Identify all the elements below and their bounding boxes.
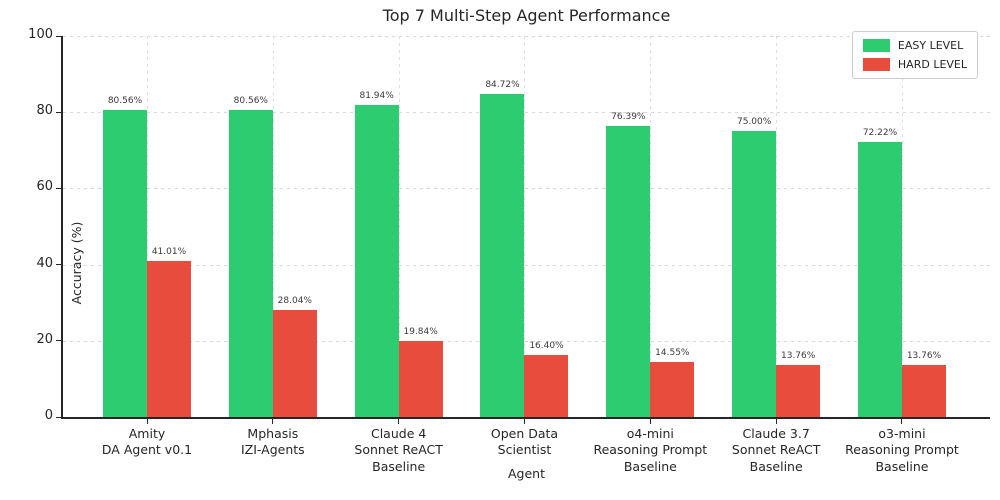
x-tick-label: o3-mini Reasoning Prompt Baseline [845, 426, 959, 474]
y-tick-label: 80 [36, 103, 53, 119]
bar-hard [272, 310, 317, 417]
bar-easy [857, 141, 902, 417]
x-tick-mark [901, 419, 903, 424]
gridline-vertical [650, 36, 652, 417]
bar-value-label: 80.56% [233, 96, 268, 107]
legend-row: EASY LEVEL [862, 39, 967, 52]
x-tick-label: Claude 3.7 Sonnet ReACT Baseline [731, 426, 821, 474]
bar-value-label: 72.22% [862, 127, 898, 138]
y-tick-mark [56, 35, 61, 37]
x-tick-mark [146, 419, 148, 424]
y-tick-mark [56, 187, 61, 189]
legend-row: HARD LEVEL [862, 58, 967, 71]
y-tick-label: 40 [36, 255, 53, 271]
bar-hard [398, 341, 443, 417]
bar-value-label: 81.94% [359, 90, 394, 101]
x-tick-label: o4-mini Reasoning Prompt Baseline [593, 426, 708, 474]
y-tick-label: 0 [44, 408, 53, 423]
bar-value-label: 80.56% [107, 96, 143, 107]
y-tick-label: 60 [36, 179, 53, 195]
x-tick-mark [775, 419, 777, 424]
bar-easy [228, 110, 273, 417]
y-tick-mark [56, 111, 61, 113]
x-tick-mark [398, 419, 400, 424]
y-tick-mark [56, 340, 61, 342]
legend-swatch-icon [862, 39, 890, 52]
bar-value-label: 19.84% [403, 327, 438, 338]
bar-value-label: 76.39% [611, 111, 646, 122]
bar-value-label: 14.55% [655, 347, 690, 358]
bar-easy [480, 94, 525, 417]
chart-title: Top 7 Multi-Step Agent Performance [382, 6, 671, 25]
legend: EASY LEVEL HARD LEVEL [851, 31, 978, 79]
gridline-vertical [776, 36, 778, 417]
gridline-horizontal [63, 112, 990, 114]
bar-easy [732, 131, 777, 417]
y-tick-mark [56, 264, 61, 266]
x-tick-mark [523, 419, 525, 424]
gridline-vertical [272, 36, 274, 417]
bar-hard [901, 364, 946, 417]
bar-value-label: 16.40% [529, 340, 564, 351]
bar-hard [776, 364, 821, 417]
bar-hard [650, 361, 695, 417]
y-tick-mark [56, 416, 61, 418]
x-axis-spine [61, 417, 990, 419]
bar-easy [606, 125, 651, 417]
gridline-vertical [398, 36, 400, 417]
bar-value-label: 13.76% [906, 350, 942, 361]
legend-swatch-icon [862, 58, 890, 71]
y-tick-label: 20 [36, 331, 53, 347]
x-tick-mark [649, 419, 651, 424]
bar-hard [524, 354, 569, 417]
plot-area: Accuracy (%) EASY LEVEL HARD LEVEL 80.56%… [28, 27, 990, 474]
gridline-vertical [147, 36, 148, 417]
y-tick-label: 100 [28, 27, 53, 42]
x-tick-label: Amity DA Agent v0.1 [101, 426, 193, 458]
y-axis-label: Accuracy (%) [69, 221, 84, 305]
x-axis-label: Agent [508, 466, 545, 481]
bar-value-label: 75.00% [736, 117, 772, 128]
gridline-horizontal [63, 188, 990, 190]
legend-label: EASY LEVEL [897, 39, 964, 52]
gridline-horizontal [63, 340, 990, 342]
bar-value-label: 13.76% [780, 350, 816, 361]
bar-easy [103, 110, 147, 417]
x-tick-label: Claude 4 Sonnet ReACT Baseline [354, 426, 443, 474]
bar-easy [354, 104, 399, 417]
gridline-horizontal [63, 264, 990, 266]
gridline-vertical [524, 36, 526, 417]
bar-value-label: 28.04% [277, 296, 312, 307]
gridline-vertical [901, 36, 903, 417]
x-tick-label: Open Data Scientist [490, 426, 559, 458]
bar-value-label: 84.72% [485, 80, 520, 91]
x-tick-label: Mphasis IZI-Agents [240, 426, 305, 458]
bar-hard [147, 260, 191, 417]
gridline-horizontal [63, 36, 990, 37]
x-tick-mark [272, 419, 274, 424]
legend-label: HARD LEVEL [897, 58, 967, 71]
bar-value-label: 41.01% [151, 246, 187, 257]
y-axis-spine [61, 36, 63, 419]
